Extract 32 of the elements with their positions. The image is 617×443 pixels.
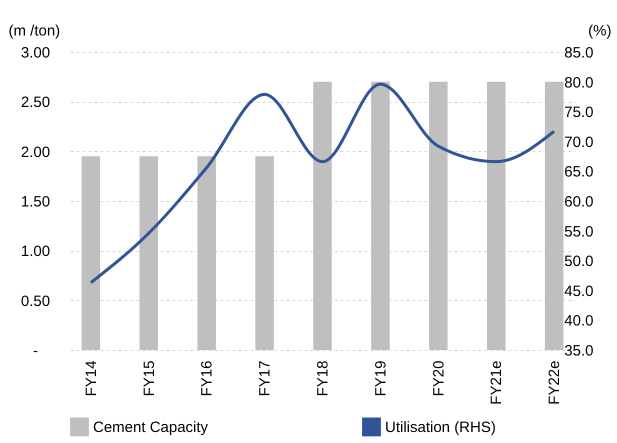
x-tick-label: FY17	[256, 360, 274, 396]
y2-tick-label: 60.0	[564, 194, 594, 210]
y-tick-label: 0.50	[20, 292, 50, 310]
x-tick-label: FY14	[82, 360, 100, 396]
y-tick-label: -	[33, 342, 38, 360]
y-tick-label: 3.00	[20, 44, 50, 62]
y2-tick-label: 85.0	[564, 44, 594, 62]
y2-tick-label: 35.0	[564, 342, 594, 360]
x-tick-label: FY15	[140, 360, 158, 396]
y-tick-label: 1.00	[20, 243, 50, 260]
y2-tick-label: 75.0	[564, 104, 594, 122]
x-tick-label: FY18	[314, 360, 332, 396]
x-tick-label: FY21e	[488, 360, 506, 405]
y2-tick-label: 40.0	[564, 312, 594, 330]
x-tick-label: FY20	[430, 360, 448, 396]
y-tick-label: 2.00	[20, 144, 50, 161]
y-tick-label: 2.50	[20, 94, 50, 112]
y2-axis-title: (%)	[588, 22, 612, 40]
y2-tick-label: 50.0	[564, 253, 594, 270]
y2-tick-label: 55.0	[564, 223, 594, 240]
y-axis-title: (m /ton)	[8, 22, 60, 40]
y2-tick-label: 70.0	[564, 134, 594, 151]
x-tick-label: FY19	[372, 360, 390, 396]
x-tick-label: FY16	[198, 360, 216, 396]
x-tick-label: FY22e	[546, 360, 564, 405]
line-series	[89, 82, 556, 284]
y2-tick-label: 45.0	[564, 282, 594, 300]
y2-tick-label: 80.0	[564, 74, 594, 92]
y2-tick-label: 65.0	[564, 164, 594, 181]
legend-label: Utilisation (RHS)	[385, 418, 496, 436]
legend-label: Cement Capacity	[93, 418, 209, 436]
y-tick-label: 1.50	[20, 194, 50, 210]
